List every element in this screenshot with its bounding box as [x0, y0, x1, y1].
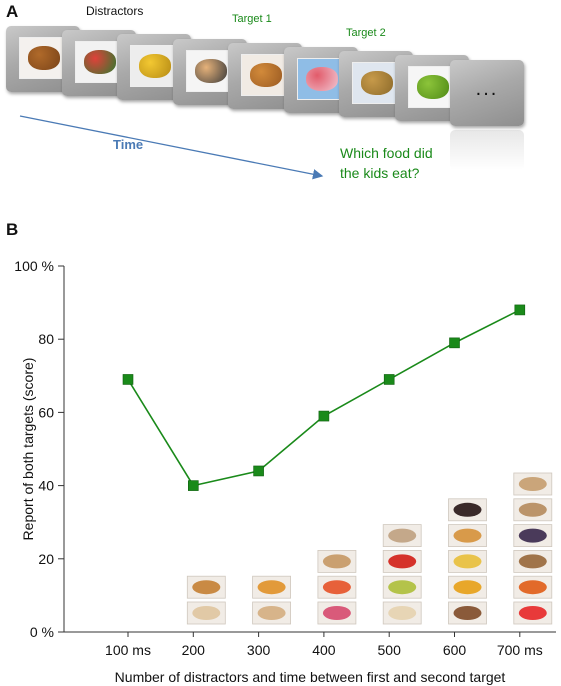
x-tick-label: 700 ms [497, 642, 543, 658]
x-tick-label: 300 [247, 642, 271, 658]
data-point-marker [449, 337, 460, 349]
food-thumbnail-item [388, 606, 417, 620]
x-tick-label: 200 [182, 642, 206, 658]
chart-series [122, 304, 526, 491]
y-tick-label: 100 % [14, 258, 54, 274]
rsvp-frame: ... [450, 59, 524, 126]
data-point-marker [383, 374, 395, 385]
food-thumbnail-item [518, 554, 547, 569]
food-thumbnail-item [518, 477, 547, 491]
data-point-marker [318, 410, 330, 422]
score-line-chart: 0 % 20 40 60 80 100 % 100 ms 200 300 400 500 600 700… [14, 258, 556, 685]
question-text: Which food did the kids eat? [340, 143, 470, 183]
food-thumbnail-item [518, 606, 547, 620]
food-thumbnail-stacks [186, 472, 553, 625]
food-thumbnail-item [192, 606, 221, 620]
data-point-marker [253, 465, 264, 477]
watermelon-icon [74, 41, 125, 84]
food-thumbnail-item [453, 528, 482, 543]
food-thumbnail-item [322, 580, 351, 595]
food-thumbnail-item [453, 606, 482, 620]
chart-axes [58, 265, 556, 637]
rsvp-frame [61, 30, 136, 97]
croissant-icon [19, 37, 69, 79]
bread-rolls-icon [241, 53, 291, 96]
food-thumbnail-item [257, 580, 286, 595]
question-line-1: Which food did [340, 145, 433, 161]
distractors-label: Distractors [86, 4, 144, 18]
y-tick-label: 60 [38, 404, 54, 420]
x-axis-title: Number of distractors and time between f… [115, 669, 506, 685]
food-thumbnail-item [322, 606, 351, 620]
food-thumbnail-item [388, 554, 417, 569]
food-thumbnail-item [518, 580, 547, 595]
x-tick-label: 500 [378, 642, 402, 658]
food-thumbnail-item [453, 554, 482, 569]
x-tick-label: 400 [312, 642, 336, 658]
data-point-marker [514, 304, 526, 316]
time-label: Time [113, 137, 144, 152]
time-arrow [19, 115, 324, 180]
banana-icon [130, 45, 180, 88]
target2-label: Target 2 [346, 27, 386, 39]
y-axis-title: Report of both targets (score) [20, 358, 36, 541]
potatoes-icon [352, 62, 402, 105]
x-tick-label: 100 ms [105, 642, 151, 658]
question-line-2: the kids eat? [340, 165, 420, 181]
kid-eating-icon [185, 49, 236, 92]
y-tick-label: 80 [38, 331, 54, 347]
ellipsis-icon: ... [475, 77, 499, 100]
chart-labels: 0 % 20 40 60 80 100 % 100 ms 200 300 400 500 600 700… [14, 258, 542, 685]
series-line [127, 309, 521, 487]
y-tick-label: 40 [38, 478, 54, 494]
food-thumbnail-item [257, 606, 286, 620]
data-point-marker [188, 480, 199, 491]
food-thumbnail-item [518, 502, 547, 517]
frame-reflection [450, 129, 524, 170]
data-point-marker [122, 374, 134, 385]
target1-label: Target 1 [232, 13, 272, 25]
food-thumbnail-item [192, 580, 221, 595]
food-thumbnail-item [322, 554, 351, 569]
y-tick-label: 20 [38, 551, 54, 567]
y-tick-label: 0 % [30, 624, 54, 640]
food-thumbnail-item [518, 528, 547, 543]
panel-a-label: A [6, 2, 19, 21]
x-tick-label: 600 [443, 642, 467, 658]
food-thumbnail-item [388, 528, 417, 543]
panel-b-label: B [6, 220, 19, 239]
green-apples-icon [407, 66, 458, 109]
food-thumbnail-item [388, 580, 417, 595]
food-thumbnail-item [453, 580, 482, 595]
food-thumbnail-item [453, 502, 482, 517]
